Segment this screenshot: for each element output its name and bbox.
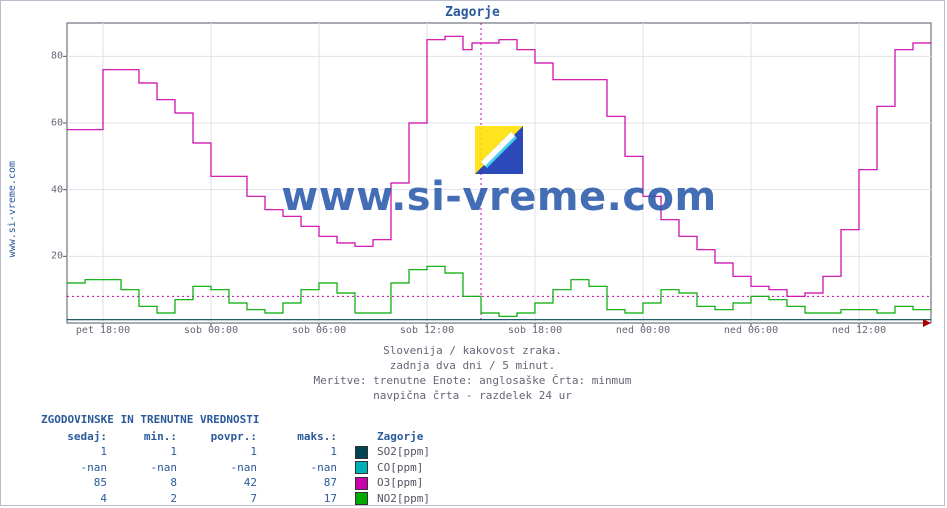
x-tick: ned 00:00 bbox=[616, 325, 670, 336]
legend-series-name: NO2[ppm] bbox=[373, 492, 434, 506]
legend-val-avg: -nan bbox=[183, 461, 261, 475]
legend-val-min: 1 bbox=[113, 445, 181, 459]
x-tick: sob 18:00 bbox=[508, 325, 562, 336]
y-tick: 40 bbox=[51, 184, 63, 195]
chart-title: Zagorje bbox=[1, 5, 944, 20]
y-axis-link: www.si-vreme.com bbox=[7, 161, 18, 257]
legend-val-min: 2 bbox=[113, 492, 181, 506]
legend-swatch-icon bbox=[355, 446, 368, 459]
legend-table: sedaj: min.: povpr.: maks.: Zagorje 1111… bbox=[41, 428, 436, 507]
legend-val-now: 1 bbox=[43, 445, 111, 459]
x-tick-labels: pet 18:00 sob 00:00 sob 06:00 sob 12:00 sob … bbox=[67, 325, 931, 339]
legend-val-max: 17 bbox=[263, 492, 341, 506]
y-tick: 60 bbox=[51, 118, 63, 129]
legend-row: -nan-nan-nan-nanCO[ppm] bbox=[43, 461, 434, 475]
legend-row: 1111SO2[ppm] bbox=[43, 445, 434, 459]
legend-col-swatch bbox=[343, 430, 371, 443]
legend-swatch-cell bbox=[343, 492, 371, 506]
legend-col-name: Zagorje bbox=[373, 430, 434, 443]
x-tick: ned 06:00 bbox=[724, 325, 778, 336]
y-tick: 20 bbox=[51, 251, 63, 262]
y-tick-labels: 20 40 60 80 bbox=[37, 23, 63, 323]
legend-swatch-cell bbox=[343, 445, 371, 459]
x-tick: sob 06:00 bbox=[292, 325, 346, 336]
legend-val-max: -nan bbox=[263, 461, 341, 475]
legend-val-avg: 1 bbox=[183, 445, 261, 459]
legend-row: 8584287 O3[ppm] bbox=[43, 476, 434, 490]
legend-col-min: min.: bbox=[113, 430, 181, 443]
x-tick: sob 12:00 bbox=[400, 325, 454, 336]
legend-swatch-icon bbox=[355, 461, 368, 474]
x-tick: sob 00:00 bbox=[184, 325, 238, 336]
legend-val-min: 8 bbox=[113, 476, 181, 490]
x-tick: pet 18:00 bbox=[76, 325, 130, 336]
caption: Slovenija / kakovost zraka. zadnja dva d… bbox=[1, 343, 944, 403]
plot-area bbox=[67, 23, 931, 323]
chart-svg bbox=[67, 23, 931, 323]
legend-val-min: -nan bbox=[113, 461, 181, 475]
caption-line: Meritve: trenutne Enote: anglosaške Črta… bbox=[1, 373, 944, 388]
legend-val-max: 1 bbox=[263, 445, 341, 459]
legend-col-max: maks.: bbox=[263, 430, 341, 443]
legend: ZGODOVINSKE IN TRENUTNE VREDNOSTI sedaj:… bbox=[41, 413, 436, 507]
legend-val-now: 4 bbox=[43, 492, 111, 506]
legend-row: 42717 NO2[ppm] bbox=[43, 492, 434, 506]
legend-series-name: CO[ppm] bbox=[373, 461, 434, 475]
caption-line: navpična črta - razdelek 24 ur bbox=[1, 388, 944, 403]
caption-line: Slovenija / kakovost zraka. bbox=[1, 343, 944, 358]
legend-series-name: O3[ppm] bbox=[373, 476, 434, 490]
caption-line: zadnja dva dni / 5 minut. bbox=[1, 358, 944, 373]
legend-col-avg: povpr.: bbox=[183, 430, 261, 443]
legend-col-now: sedaj: bbox=[43, 430, 111, 443]
legend-header-row: sedaj: min.: povpr.: maks.: Zagorje bbox=[43, 430, 434, 443]
legend-swatch-cell bbox=[343, 461, 371, 475]
legend-val-avg: 42 bbox=[183, 476, 261, 490]
legend-val-now: 85 bbox=[43, 476, 111, 490]
chart-frame: Zagorje www.si-vreme.com 20406080 www.si… bbox=[0, 0, 945, 506]
x-tick: ned 12:00 bbox=[832, 325, 886, 336]
legend-series-name: SO2[ppm] bbox=[373, 445, 434, 459]
legend-val-avg: 7 bbox=[183, 492, 261, 506]
legend-title: ZGODOVINSKE IN TRENUTNE VREDNOSTI bbox=[41, 413, 436, 426]
legend-swatch-icon bbox=[355, 477, 368, 490]
legend-val-max: 87 bbox=[263, 476, 341, 490]
legend-swatch-cell bbox=[343, 476, 371, 490]
y-tick: 80 bbox=[51, 51, 63, 62]
legend-swatch-icon bbox=[355, 492, 368, 505]
legend-val-now: -nan bbox=[43, 461, 111, 475]
